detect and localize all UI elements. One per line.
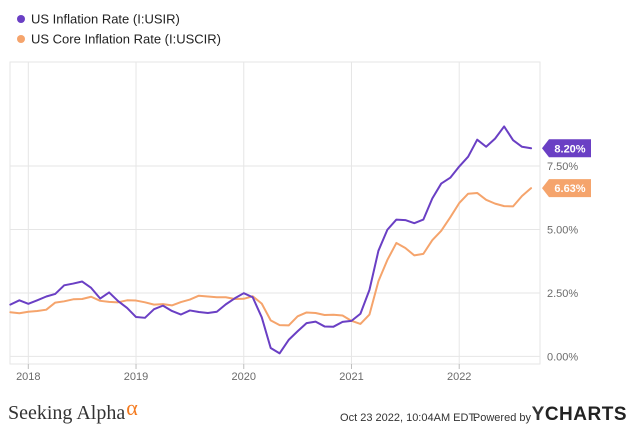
ycharts-logo: YCHARTS: [532, 404, 627, 426]
legend-marker: [17, 15, 25, 23]
end-label-value: 8.20%: [554, 143, 585, 155]
inflation-line-chart: 2018 2019 2020 2021 2022 0.00% 2.50% 5.00% 7.50…: [9, 12, 591, 383]
legend-entry-inflation: US Inflation Rate (I:USIR): [17, 12, 180, 27]
x-tick-label: 2021: [339, 371, 363, 383]
plot-frame: [9, 61, 541, 365]
legend-label: US Inflation Rate (I:USIR): [31, 12, 180, 27]
x-tick-label: 2018: [16, 371, 40, 383]
timestamp: Oct 23 2022, 10:04AM EDT.: [340, 412, 477, 424]
powered-by: Powered by: [472, 412, 531, 424]
end-label-flag: [542, 179, 591, 198]
chart-grid: [10, 62, 540, 364]
x-tick-label: 2019: [124, 371, 148, 383]
end-label-core-inflation: 6.63%: [542, 179, 591, 198]
y-axis: 0.00% 2.50% 5.00% 7.50%: [547, 161, 578, 363]
footer: Seeking Alphaα Oct 23 2022, 10:04AM EDT.…: [0, 395, 635, 433]
legend-marker: [17, 35, 25, 43]
x-tick-label: 2020: [232, 371, 256, 383]
y-tick-label: 7.50%: [547, 161, 578, 173]
end-label-inflation: 8.20%: [542, 139, 591, 158]
x-tick-label: 2022: [447, 371, 471, 383]
y-tick-label: 5.00%: [547, 224, 578, 236]
series-layer: [9, 125, 533, 355]
series-line-core-inflation: [9, 187, 533, 327]
seeking-alpha-logo: Seeking Alphaα: [8, 395, 138, 425]
brand-name: Seeking Alpha: [8, 402, 126, 424]
ycharts-logo-y: Y: [531, 404, 545, 425]
alpha-icon: α: [126, 395, 138, 420]
legend: US Inflation Rate (I:USIR) US Core Inflat…: [17, 12, 221, 47]
series-line-inflation: [9, 125, 533, 355]
end-label-value: 6.63%: [554, 183, 585, 195]
legend-entry-core-inflation: US Core Inflation Rate (I:USCIR): [17, 32, 221, 47]
end-label-flag: [542, 139, 591, 158]
end-labels: 8.20% 6.63%: [542, 139, 591, 198]
y-tick-label: 2.50%: [547, 288, 578, 300]
x-axis: 2018 2019 2020 2021 2022: [16, 364, 471, 383]
y-tick-label: 0.00%: [547, 351, 578, 363]
ycharts-logo-text: CHARTS: [544, 404, 627, 425]
legend-label: US Core Inflation Rate (I:USCIR): [31, 32, 221, 47]
